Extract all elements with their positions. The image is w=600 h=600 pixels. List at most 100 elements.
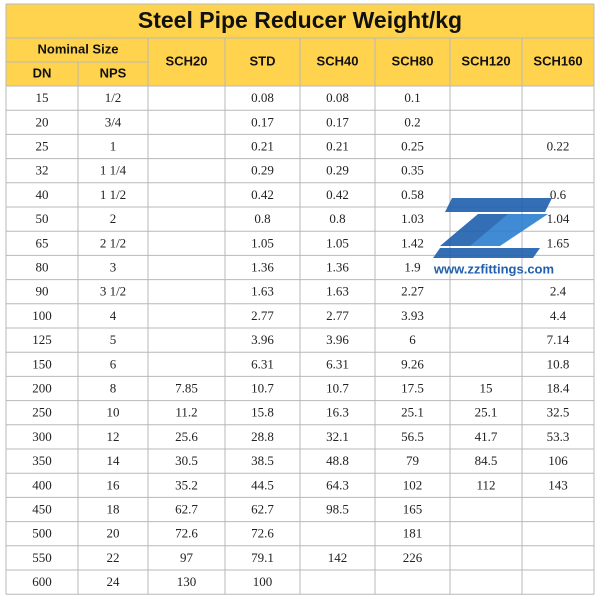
cell: 6 xyxy=(409,332,416,347)
cell: 90 xyxy=(36,284,49,299)
cell: 1.63 xyxy=(326,284,349,299)
cell: 97 xyxy=(180,550,194,565)
cell: 0.17 xyxy=(326,114,349,129)
cell: 1.36 xyxy=(251,259,274,274)
cell: 165 xyxy=(403,501,423,516)
cell: 15 xyxy=(480,380,493,395)
cell: 2 xyxy=(110,211,117,226)
cell: 17.5 xyxy=(401,380,424,395)
cell: 0.2 xyxy=(404,114,420,129)
cell: 11.2 xyxy=(175,405,197,420)
cell: 450 xyxy=(32,501,52,516)
cell: 0.8 xyxy=(329,211,345,226)
cell: 25.1 xyxy=(475,405,498,420)
cell: 35.2 xyxy=(175,477,198,492)
cell: 2.4 xyxy=(550,284,567,299)
cell: 250 xyxy=(32,405,52,420)
cell: 2.77 xyxy=(326,308,349,323)
cell: 2.77 xyxy=(251,308,274,323)
schedule-header: SCH20 xyxy=(166,53,208,68)
title: Steel Pipe Reducer Weight/kg xyxy=(138,7,462,33)
cell: 142 xyxy=(328,550,348,565)
cell: 0.17 xyxy=(251,114,274,129)
cell: 28.8 xyxy=(251,429,274,444)
cell: 10 xyxy=(107,405,120,420)
cell: 0.42 xyxy=(251,187,274,202)
cell: 200 xyxy=(32,380,52,395)
cell: 38.5 xyxy=(251,453,274,468)
cell: 350 xyxy=(32,453,52,468)
cell: 30.5 xyxy=(175,453,198,468)
cell: 62.7 xyxy=(251,501,274,516)
cell: 80 xyxy=(36,259,49,274)
cell: 600 xyxy=(32,574,52,589)
sub-header: NPS xyxy=(100,65,127,80)
cell: 18 xyxy=(107,501,120,516)
cell: 226 xyxy=(403,550,423,565)
cell: 100 xyxy=(32,308,52,323)
cell: 64.3 xyxy=(326,477,349,492)
cell: 0.35 xyxy=(401,163,424,178)
cell: 32 xyxy=(36,163,49,178)
cell: 1.42 xyxy=(401,235,424,250)
cell: 0.08 xyxy=(251,90,274,105)
cell: 1.36 xyxy=(326,259,349,274)
schedule-header: SCH80 xyxy=(392,53,434,68)
cell: 1 1/4 xyxy=(100,163,127,178)
cell: 100 xyxy=(253,574,273,589)
cell: 550 xyxy=(32,550,52,565)
schedule-header: SCH120 xyxy=(461,53,510,68)
cell: 1/2 xyxy=(105,90,122,105)
grid xyxy=(5,3,595,595)
cell: 1.05 xyxy=(251,235,274,250)
cell: 3.96 xyxy=(326,332,349,347)
cell: 5 xyxy=(110,332,117,347)
cell: 10.7 xyxy=(326,380,349,395)
cell: 102 xyxy=(403,477,423,492)
cell: 0.25 xyxy=(401,138,424,153)
cell: 150 xyxy=(32,356,52,371)
cell: 1.65 xyxy=(547,235,570,250)
cell: 32.5 xyxy=(547,405,570,420)
cell: 44.5 xyxy=(251,477,274,492)
cell: 0.1 xyxy=(404,90,420,105)
cell: 25 xyxy=(36,138,49,153)
cell: 0.42 xyxy=(326,187,349,202)
schedule-header: SCH40 xyxy=(317,53,359,68)
cell: 106 xyxy=(548,453,568,468)
sub-header: DN xyxy=(33,65,52,80)
cell: 0.8 xyxy=(254,211,270,226)
cell: 400 xyxy=(32,477,52,492)
cell: 0.08 xyxy=(326,90,349,105)
cell: 3.93 xyxy=(401,308,424,323)
cell: 7.14 xyxy=(547,332,570,347)
cell: 98.5 xyxy=(326,501,349,516)
cell: 3.96 xyxy=(251,332,274,347)
cell: 2 1/2 xyxy=(100,235,126,250)
schedule-header: SCH160 xyxy=(533,53,582,68)
cell: 62.7 xyxy=(175,501,198,516)
cell: 72.6 xyxy=(251,526,274,541)
cell: 3/4 xyxy=(105,114,122,129)
cell: 6.31 xyxy=(326,356,349,371)
cell: 24 xyxy=(107,574,121,589)
cell: 48.8 xyxy=(326,453,349,468)
cell: 2.27 xyxy=(401,284,424,299)
cell: 10.8 xyxy=(547,356,570,371)
cell: 79 xyxy=(406,453,419,468)
cell: 3 xyxy=(110,259,117,274)
cell: 32.1 xyxy=(326,429,349,444)
cell: 50 xyxy=(36,211,49,226)
cell: 25.1 xyxy=(401,405,424,420)
cell: 7.85 xyxy=(175,380,198,395)
schedule-header: STD xyxy=(250,53,276,68)
cell: 53.3 xyxy=(547,429,570,444)
cell: 1.03 xyxy=(401,211,424,226)
cell: 79.1 xyxy=(251,550,274,565)
cell: 14 xyxy=(107,453,121,468)
cell: 181 xyxy=(403,526,423,541)
cell: 0.21 xyxy=(326,138,349,153)
cell: 300 xyxy=(32,429,52,444)
watermark-logo xyxy=(433,198,552,258)
cell: 20 xyxy=(36,114,49,129)
